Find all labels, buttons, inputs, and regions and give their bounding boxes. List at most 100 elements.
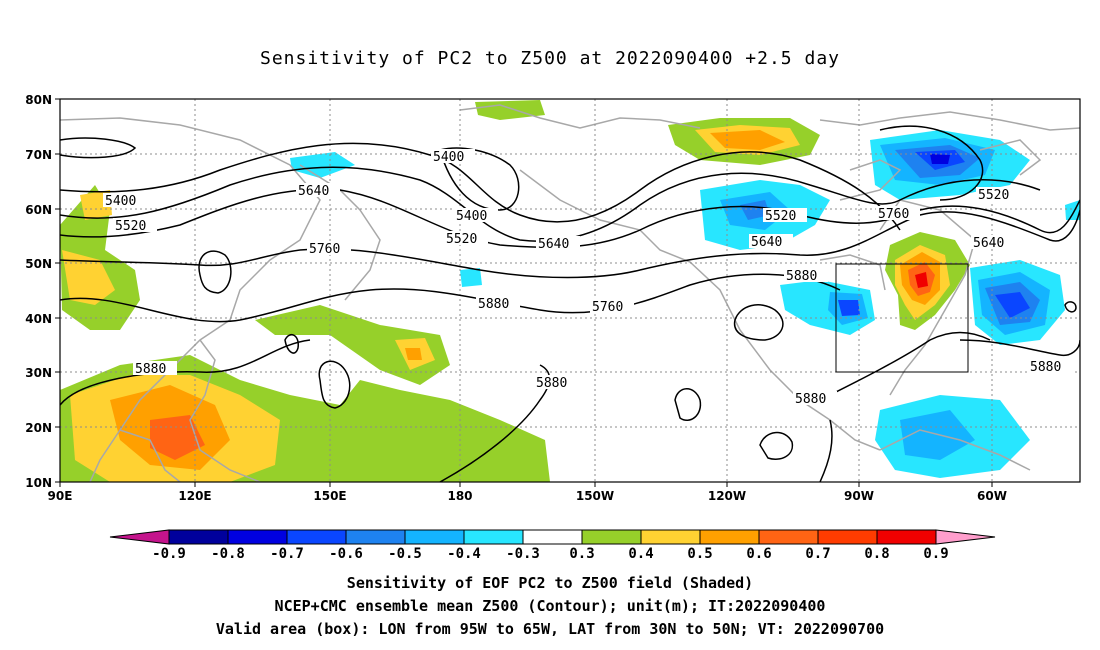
shade-positive-pacific (405, 348, 422, 360)
contour-5400 (879, 125, 984, 201)
colorbar-label: -0.3 (506, 546, 540, 562)
colorbar-swatch (286, 529, 347, 545)
colorbar-swatch (581, 529, 642, 545)
colorbar-swatch (463, 529, 524, 545)
colorbar-swatch (168, 529, 229, 545)
lon-label: 120E (178, 489, 211, 503)
lon-label: 150W (576, 489, 614, 503)
colorbar-swatch (522, 529, 583, 545)
colorbar-swatch (404, 529, 465, 545)
contour-label: 5880 (795, 392, 826, 407)
contour-5880 (959, 339, 1080, 357)
contour-label: 5640 (973, 236, 1004, 251)
contour-highA (198, 250, 232, 294)
chart-title: Sensitivity of PC2 to Z500 at 2022090400… (259, 48, 840, 69)
contour-5880 (60, 339, 311, 406)
contour-label: 5400 (456, 209, 487, 224)
colorbar-label: 0.5 (687, 546, 712, 562)
shade-negative-pacific (460, 268, 482, 287)
contour-labels: 5400 5400 5400 5520 5520 5520 5520 5640 … (103, 149, 1072, 407)
colorbar-label: 0.6 (746, 546, 771, 562)
contour-label: 5520 (115, 219, 146, 234)
contour-label: 5400 (105, 194, 136, 209)
colorbar-swatch (640, 529, 701, 545)
contour-highE (759, 431, 794, 460)
colorbar-label: 0.4 (628, 546, 653, 562)
lat-label: 20N (25, 421, 52, 435)
lon-label: 180 (447, 489, 472, 503)
map-border (59, 98, 1081, 483)
shade-positive-bering (475, 100, 545, 120)
colorbar-swatch (345, 529, 406, 545)
colorbar-label: -0.5 (388, 546, 422, 562)
contour-label: 5640 (298, 184, 329, 199)
contour-label: 5640 (538, 237, 569, 252)
shade-negative-alaska (290, 152, 355, 178)
shade-positive-arctic (710, 130, 785, 150)
colorbar-swatch (758, 529, 819, 545)
contour-highC (733, 304, 784, 341)
contour-5400 (60, 142, 901, 231)
shade-negative-eastatlantic (1065, 200, 1080, 220)
colorbar-label: -0.9 (152, 546, 186, 562)
colorbar-label: 0.9 (923, 546, 948, 562)
caption-line-2: NCEP+CMC ensemble mean Z500 (Contour); u… (274, 597, 826, 615)
colorbar-arrow-high (935, 529, 996, 545)
longitude-labels: 90E 120E 150E 180 150W 120W 90W 60W (48, 489, 1007, 503)
contour-5880 (819, 419, 833, 482)
lon-label: 60W (977, 489, 1007, 503)
colorbar-arrow-low (109, 529, 170, 545)
contour-highG (1064, 301, 1077, 313)
contour-label: 5880 (536, 376, 567, 391)
colorbar-label: -0.4 (447, 546, 481, 562)
lon-label: 90W (844, 489, 874, 503)
contour-label: 5760 (592, 300, 623, 315)
contour-5400 (60, 137, 137, 159)
lon-label: 90E (48, 489, 73, 503)
shade-negative-greenland (930, 154, 950, 164)
z500-contours (60, 125, 1080, 482)
shade-positive-tropics (150, 415, 205, 460)
contour-label: 5520 (978, 188, 1009, 203)
shade-positive-eastus (915, 272, 928, 288)
colorbar-label: 0.8 (864, 546, 889, 562)
contour-5760 (60, 209, 1080, 279)
lat-label: 10N (25, 476, 52, 490)
colorbar-label: -0.7 (270, 546, 304, 562)
contour-5400 (439, 147, 520, 211)
contour-highB (318, 360, 351, 409)
lon-label: 120W (708, 489, 746, 503)
lat-label: 80N (25, 93, 52, 107)
shade-negative-canada (740, 200, 770, 220)
shade-negative-atlantic (995, 292, 1030, 318)
colorbar-label: 0.7 (805, 546, 830, 562)
latitude-labels: 80N 70N 60N 50N 40N 30N 20N 10N (25, 93, 52, 490)
colorbar-label: 0.3 (569, 546, 594, 562)
contour-label: 5880 (1030, 360, 1061, 375)
shade-positive-asia (62, 250, 115, 305)
contour-highD (674, 388, 702, 421)
colorbar-swatch (876, 529, 937, 545)
colorbar-swatch (227, 529, 288, 545)
contour-label: 5520 (765, 209, 796, 224)
contour-5880 (439, 364, 551, 482)
contour-label: 5760 (878, 207, 909, 222)
contour-label: 5880 (135, 362, 166, 377)
valid-area-box (835, 263, 969, 373)
contour-5880 (819, 331, 991, 401)
caption-line-3: Valid area (box): LON from 95W to 65W, L… (215, 620, 885, 638)
contour-label: 5520 (446, 232, 477, 247)
colorbar-label: -0.8 (211, 546, 245, 562)
contour-label: 5640 (751, 235, 782, 250)
shade-positive-pacific (255, 305, 450, 385)
colorbar: -0.9 -0.8 -0.7 -0.6 -0.5 -0.4 -0.3 0.3 0.4 0.5 0.6… (109, 529, 996, 562)
lat-label: 70N (25, 148, 52, 162)
lon-label: 150E (313, 489, 346, 503)
contour-label: 5400 (433, 150, 464, 165)
shade-negative-midwest (838, 300, 860, 316)
lat-label: 30N (25, 366, 52, 380)
caption-line-1: Sensitivity of EOF PC2 to Z500 field (Sh… (346, 574, 754, 592)
colorbar-swatch (699, 529, 760, 545)
contour-highF (284, 333, 299, 354)
